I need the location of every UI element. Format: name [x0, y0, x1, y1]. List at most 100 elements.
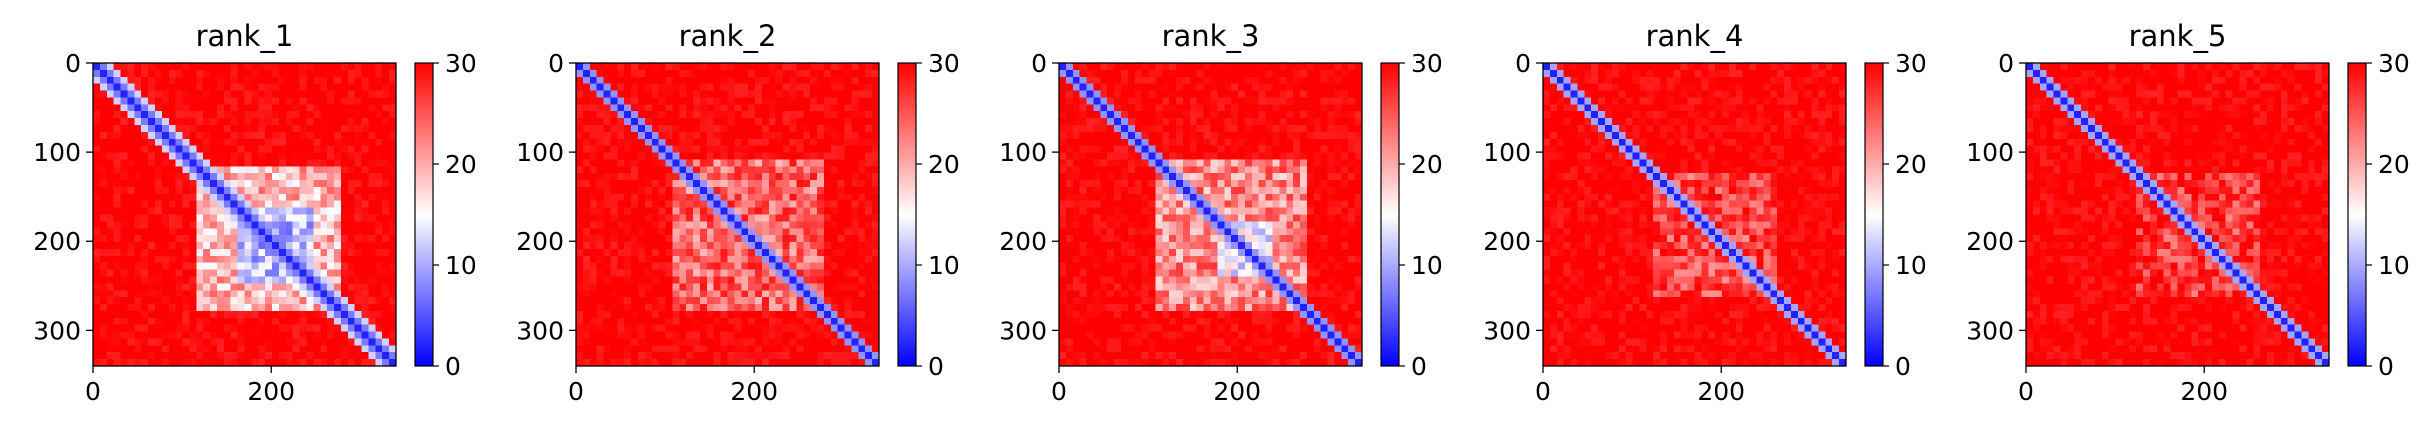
heatmap-cell [292, 331, 301, 340]
heatmap-cell [278, 173, 287, 181]
heatmap-cell [706, 145, 715, 154]
heatmap-cell [244, 221, 252, 229]
heatmap-cell [327, 152, 335, 161]
heatmap-cell [1169, 173, 1177, 181]
heatmap-cell [340, 69, 349, 78]
heatmap-cell [127, 90, 135, 99]
heatmap-cell [1272, 166, 1280, 174]
heatmap-cell [1120, 180, 1129, 188]
heatmap-cell [1306, 166, 1315, 174]
heatmap-cell [658, 248, 667, 257]
heatmap-cell [313, 324, 321, 333]
heatmap-cell [306, 118, 314, 126]
heatmap-cell [210, 83, 218, 92]
heatmap-cell [175, 262, 184, 271]
heatmap-cell [699, 345, 708, 353]
heatmap-cell [382, 152, 390, 161]
heatmap-cell [617, 124, 625, 133]
heatmap-cell [361, 69, 370, 78]
heatmap-cell [251, 200, 259, 209]
heatmap-cell [93, 124, 101, 133]
heatmap-cell [141, 63, 149, 71]
heatmap-cell [285, 359, 294, 367]
heatmap-cell [734, 193, 742, 202]
heatmap-cell [761, 166, 770, 174]
heatmap-cell [313, 317, 321, 326]
heatmap-cell [196, 138, 204, 147]
heatmap-cell [127, 359, 135, 367]
heatmap-cell [761, 290, 770, 298]
heatmap-cell [699, 276, 708, 284]
heatmap-cell [734, 324, 742, 333]
heatmap-cell [306, 76, 314, 85]
heatmap-cell [686, 159, 694, 167]
heatmap-cell [844, 359, 853, 367]
heatmap-cell [334, 124, 342, 133]
heatmap-cell [368, 359, 376, 367]
heatmap-cell [265, 124, 273, 133]
heatmap-cell [810, 283, 818, 291]
heatmap-cell [658, 276, 667, 284]
heatmap-cell [851, 242, 859, 250]
heatmap-cell [651, 310, 660, 319]
heatmap-cell [251, 159, 259, 167]
heatmap-cell [651, 90, 660, 99]
heatmap-cell [320, 338, 328, 346]
heatmap-cell [265, 69, 273, 78]
heatmap-cell [672, 173, 680, 181]
heatmap-cell [727, 352, 735, 360]
heatmap-cell [651, 152, 660, 161]
heatmap-cell [299, 317, 308, 326]
heatmap-cell [368, 83, 376, 92]
heatmap-cell [148, 324, 156, 333]
heatmap-cell [327, 76, 335, 85]
heatmap-cell [644, 145, 653, 154]
heatmap-cell [189, 338, 197, 346]
heatmap-cell [789, 173, 797, 181]
heatmap-cell [720, 359, 729, 367]
heatmap-cell [223, 118, 232, 126]
heatmap-cell [161, 262, 170, 271]
heatmap-cell [851, 283, 859, 291]
heatmap-cell [1272, 63, 1280, 71]
heatmap-cell [672, 352, 680, 360]
heatmap-cell [148, 118, 156, 126]
heatmap-cell [755, 304, 763, 312]
heatmap-cell [679, 173, 687, 181]
heatmap-cell [658, 262, 667, 271]
heatmap-cell [596, 104, 605, 112]
heatmap-cell [686, 290, 694, 298]
heatmap-cell [713, 297, 722, 305]
heatmap-cell [1107, 83, 1115, 92]
heatmap-cell [610, 180, 618, 188]
heatmap-cell [672, 331, 680, 340]
heatmap-cell [693, 235, 701, 243]
heatmap-cell [768, 118, 777, 126]
heatmap-cell [1155, 200, 1163, 209]
heatmap-cell [748, 173, 756, 181]
heatmap-cell [651, 104, 660, 112]
heatmap-cell [265, 152, 273, 161]
heatmap-cell [720, 304, 729, 312]
heatmap-cell [216, 269, 225, 278]
heatmap-cell [1086, 138, 1095, 147]
heatmap-cell [596, 186, 605, 195]
heatmap-cell [258, 290, 266, 298]
heatmap-cell [830, 283, 839, 291]
heatmap-cell [113, 104, 122, 112]
heatmap-cell [644, 345, 653, 353]
heatmap-cell [389, 228, 397, 236]
heatmap-cell [830, 338, 839, 346]
heatmap-cell [1300, 200, 1308, 209]
heatmap-cell [720, 345, 729, 353]
heatmap-cell [306, 345, 314, 353]
heatmap-cell [617, 269, 625, 278]
heatmap-cell [589, 76, 598, 85]
heatmap-cell [789, 124, 797, 133]
heatmap-cell [589, 283, 598, 291]
heatmap-cell [99, 345, 108, 353]
heatmap-cell [306, 186, 314, 195]
heatmap-cell [596, 317, 605, 326]
heatmap-cell [1086, 152, 1095, 161]
heatmap-cell [665, 304, 674, 312]
